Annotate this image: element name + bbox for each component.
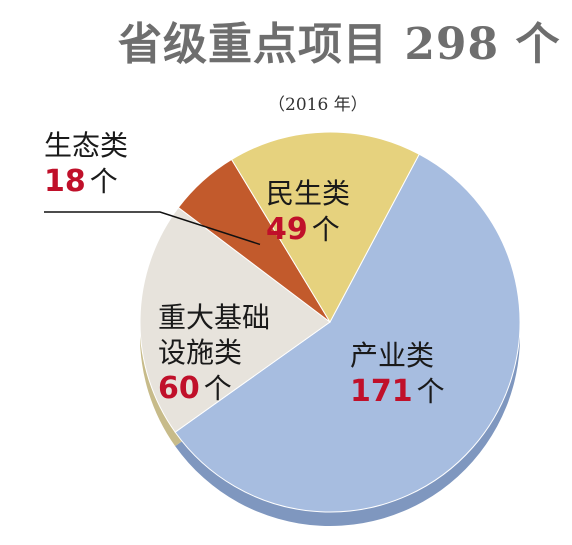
chart-title: 省级重点项目 298 个 xyxy=(118,19,561,70)
label-infrastructure: 重大基础 设施类 60 个 xyxy=(158,301,271,406)
pie-slices xyxy=(139,131,521,513)
chart-subtitle: （2016 年） xyxy=(268,95,368,115)
label-livelihood: 民生类 49 个 xyxy=(266,177,351,247)
pie-slice xyxy=(174,153,521,513)
label-industry: 产业类 171 个 xyxy=(350,339,445,409)
ecology-leader-line xyxy=(44,211,261,246)
pie-slice xyxy=(230,131,420,324)
pie-slice xyxy=(139,206,331,433)
label-ecology: 生态类 18 个 xyxy=(44,129,129,199)
